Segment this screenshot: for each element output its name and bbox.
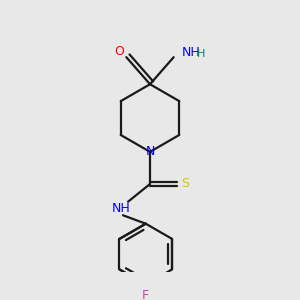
Text: NH: NH: [112, 202, 130, 215]
Text: H: H: [196, 49, 205, 59]
Text: F: F: [142, 289, 149, 300]
Text: NH: NH: [182, 46, 201, 59]
Text: S: S: [182, 178, 190, 190]
Text: O: O: [115, 45, 124, 58]
Text: N: N: [145, 146, 155, 158]
